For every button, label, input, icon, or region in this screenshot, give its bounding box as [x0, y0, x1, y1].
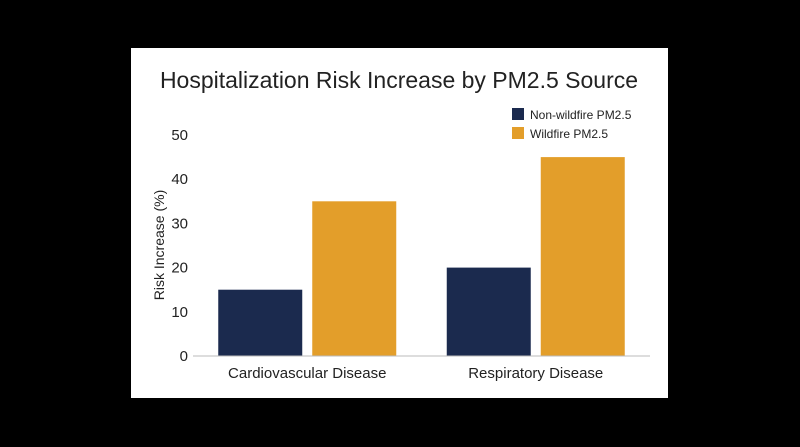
x-category-labels: Cardiovascular Disease Respiratory Diseas…: [228, 365, 603, 382]
y-tick-label: 30: [171, 215, 188, 232]
bar-non-wildfire-1: [446, 267, 531, 356]
y-tick-label: 0: [180, 348, 188, 365]
y-tick-label: 50: [171, 127, 188, 144]
bar-non-wildfire-0: [218, 289, 303, 356]
legend-swatch: [512, 108, 524, 120]
y-axis-label: Risk Increase (%): [151, 190, 167, 300]
bars-group: [218, 157, 625, 356]
x-category-label: Respiratory Disease: [468, 365, 603, 382]
legend-entry: Non-wildfire PM2.5: [530, 108, 632, 122]
bar-wildfire-0: [312, 201, 397, 356]
bar-wildfire-1: [540, 157, 625, 356]
y-tick-label: 40: [171, 171, 188, 188]
legend-entry: Wildfire PM2.5: [530, 127, 608, 141]
x-category-label: Cardiovascular Disease: [228, 365, 386, 382]
chart-panel: Hospitalization Risk Increase by PM2.5 S…: [131, 48, 668, 398]
y-tick-labels: 0 10 20 30 40 50: [171, 127, 188, 365]
legend-swatch: [512, 127, 524, 139]
chart-title: Hospitalization Risk Increase by PM2.5 S…: [160, 67, 638, 93]
y-tick-label: 20: [171, 260, 188, 277]
y-tick-label: 10: [171, 304, 188, 321]
bar-chart: Hospitalization Risk Increase by PM2.5 S…: [151, 67, 650, 382]
legend: Non-wildfire PM2.5 Wildfire PM2.5: [512, 108, 632, 141]
